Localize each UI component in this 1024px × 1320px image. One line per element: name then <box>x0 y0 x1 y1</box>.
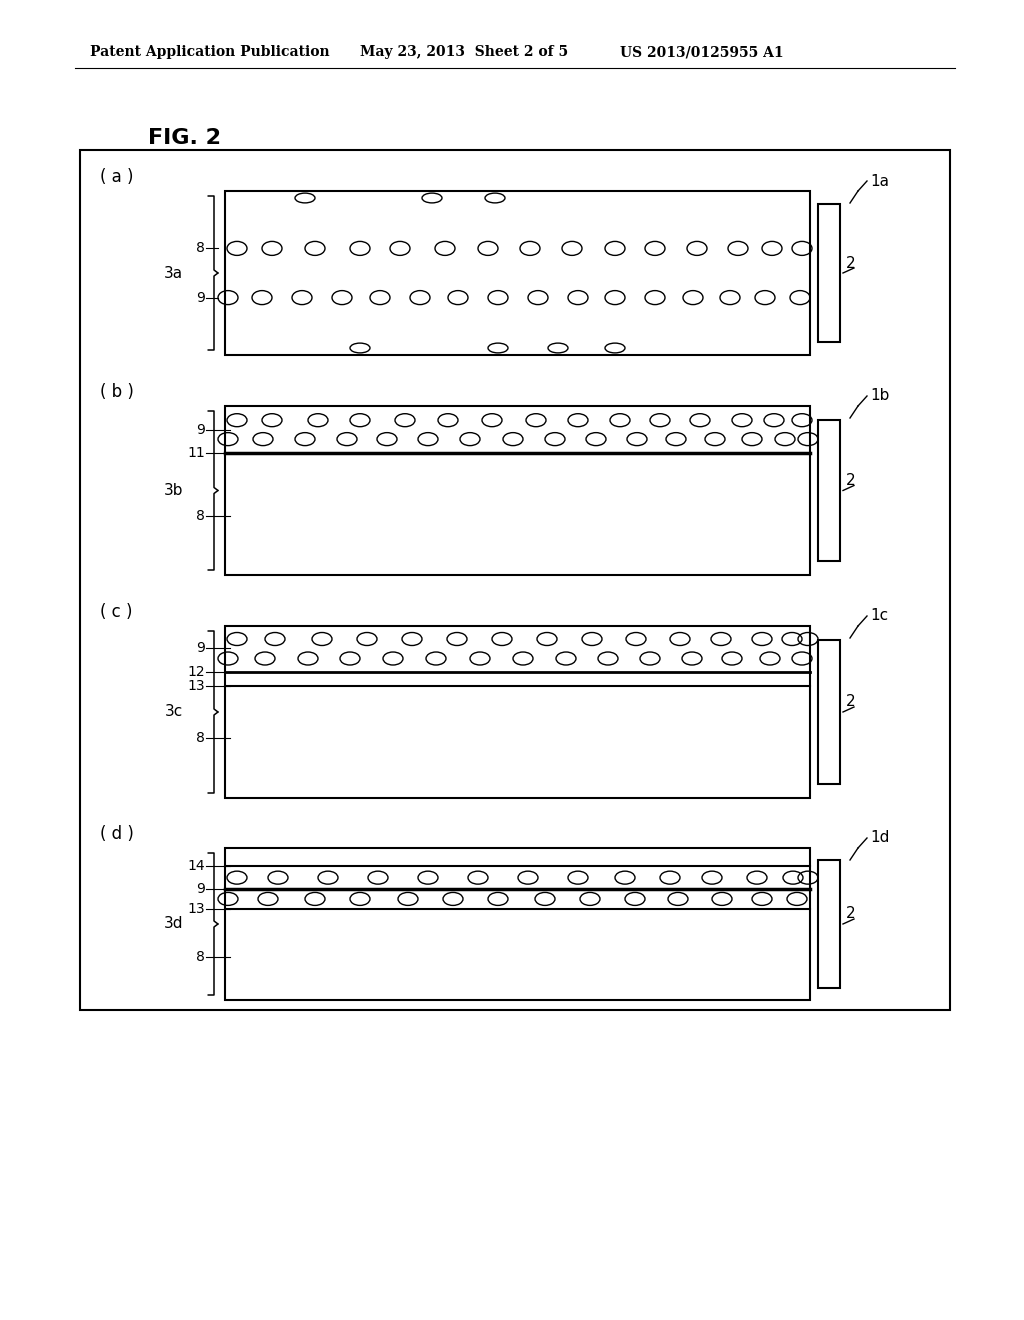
Text: May 23, 2013  Sheet 2 of 5: May 23, 2013 Sheet 2 of 5 <box>360 45 568 59</box>
Text: ( d ): ( d ) <box>100 825 134 843</box>
Text: 3a: 3a <box>164 265 183 281</box>
Text: 1c: 1c <box>870 609 888 623</box>
Text: 2: 2 <box>846 907 856 921</box>
Text: 9: 9 <box>197 422 205 437</box>
Bar <box>225 407 810 576</box>
Bar <box>818 205 840 342</box>
Text: 2: 2 <box>846 694 856 710</box>
Bar <box>225 191 810 355</box>
Text: 1a: 1a <box>870 173 889 189</box>
Text: Patent Application Publication: Patent Application Publication <box>90 45 330 59</box>
Text: ( b ): ( b ) <box>100 383 134 401</box>
Text: FIG. 2: FIG. 2 <box>148 128 221 148</box>
Text: 1b: 1b <box>870 388 890 404</box>
Text: 1d: 1d <box>870 830 890 846</box>
Text: 3b: 3b <box>164 483 183 498</box>
Text: 11: 11 <box>187 446 205 461</box>
Text: ( c ): ( c ) <box>100 603 132 620</box>
Text: 2: 2 <box>846 473 856 488</box>
Text: 9: 9 <box>197 290 205 305</box>
Text: 8: 8 <box>197 242 205 255</box>
Bar <box>818 861 840 987</box>
Text: 8: 8 <box>197 950 205 965</box>
Text: 2: 2 <box>846 256 856 271</box>
Bar <box>818 640 840 784</box>
Text: 9: 9 <box>197 642 205 655</box>
Text: 3d: 3d <box>164 916 183 932</box>
Text: US 2013/0125955 A1: US 2013/0125955 A1 <box>620 45 783 59</box>
Text: 13: 13 <box>187 680 205 693</box>
Text: 14: 14 <box>187 859 205 874</box>
Bar <box>225 847 810 1001</box>
Bar <box>80 150 950 1010</box>
Bar <box>225 626 810 799</box>
Text: 8: 8 <box>197 731 205 744</box>
Text: 8: 8 <box>197 508 205 523</box>
Text: ( a ): ( a ) <box>100 168 133 186</box>
Text: 3c: 3c <box>165 705 183 719</box>
Text: 12: 12 <box>187 665 205 680</box>
Text: 9: 9 <box>197 882 205 896</box>
Bar <box>818 420 840 561</box>
Text: 13: 13 <box>187 902 205 916</box>
